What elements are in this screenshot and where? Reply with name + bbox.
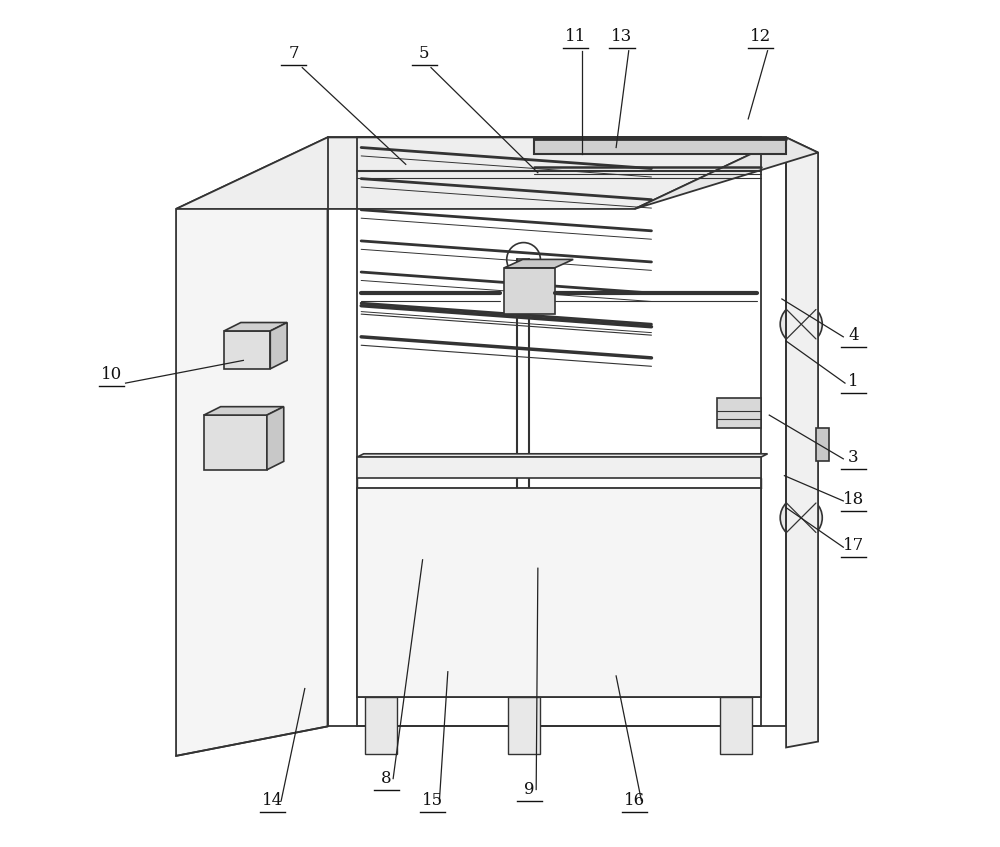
Text: 17: 17 — [843, 537, 864, 554]
Text: 5: 5 — [419, 45, 430, 62]
Text: 11: 11 — [565, 28, 586, 45]
Circle shape — [780, 303, 822, 346]
Text: 3: 3 — [848, 449, 859, 466]
Text: 10: 10 — [101, 366, 122, 383]
Text: 13: 13 — [611, 28, 633, 45]
Text: 18: 18 — [843, 490, 864, 507]
Polygon shape — [717, 398, 761, 428]
Text: 8: 8 — [381, 770, 392, 787]
Text: 16: 16 — [624, 792, 645, 809]
Polygon shape — [176, 137, 786, 209]
Polygon shape — [504, 268, 555, 314]
Polygon shape — [720, 697, 752, 754]
Text: 15: 15 — [422, 792, 443, 809]
Text: 7: 7 — [289, 45, 299, 62]
Polygon shape — [508, 697, 540, 754]
Text: 9: 9 — [524, 781, 535, 798]
Polygon shape — [204, 407, 284, 415]
Polygon shape — [357, 488, 761, 697]
Polygon shape — [786, 137, 818, 747]
Polygon shape — [224, 323, 287, 331]
Polygon shape — [534, 139, 786, 154]
Polygon shape — [357, 454, 768, 457]
Text: 1: 1 — [848, 373, 859, 390]
Polygon shape — [504, 259, 573, 268]
Polygon shape — [635, 137, 818, 209]
Text: 4: 4 — [848, 327, 859, 344]
Polygon shape — [224, 331, 270, 368]
Polygon shape — [267, 407, 284, 470]
Polygon shape — [176, 137, 328, 756]
Polygon shape — [357, 457, 761, 479]
Polygon shape — [816, 428, 829, 462]
Polygon shape — [365, 697, 397, 754]
Text: 12: 12 — [750, 28, 771, 45]
Text: 14: 14 — [262, 792, 283, 809]
Polygon shape — [270, 323, 287, 368]
Circle shape — [780, 496, 822, 539]
Polygon shape — [204, 415, 267, 470]
